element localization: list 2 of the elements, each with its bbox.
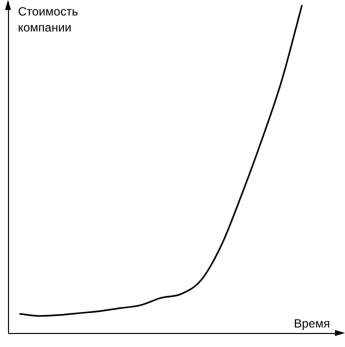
x-axis-title: Время xyxy=(294,316,330,330)
y-axis-title: Стоимость компании xyxy=(18,4,78,34)
